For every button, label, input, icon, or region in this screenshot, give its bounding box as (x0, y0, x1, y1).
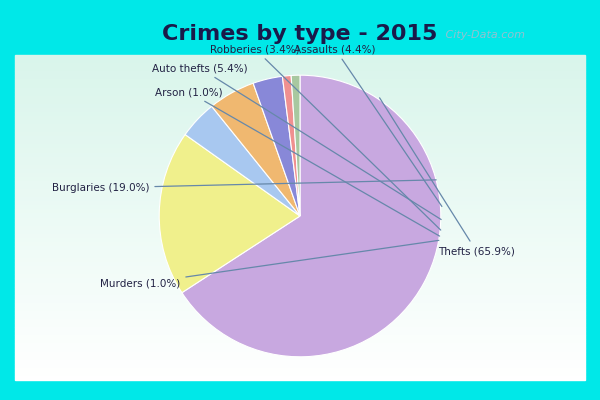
Bar (15, 348, 585, 352)
Wedge shape (291, 75, 300, 216)
Bar (15, 315, 585, 319)
Bar (15, 222, 585, 226)
Bar (15, 165, 585, 169)
Bar (15, 372, 585, 376)
Bar (15, 108, 585, 112)
Wedge shape (212, 83, 300, 216)
Bar (15, 148, 585, 152)
Bar (15, 218, 585, 222)
Bar (15, 67, 585, 71)
Bar (15, 270, 585, 274)
Bar (15, 311, 585, 315)
Bar (15, 112, 585, 116)
Bar (15, 152, 585, 156)
Bar (15, 376, 585, 380)
Bar (15, 144, 585, 148)
Bar (15, 303, 585, 307)
Bar (15, 360, 585, 364)
Bar (15, 169, 585, 173)
Bar (15, 282, 585, 286)
Text: Murders (1.0%): Murders (1.0%) (100, 240, 439, 288)
Bar (15, 258, 585, 262)
Bar (15, 201, 585, 205)
Bar (15, 323, 585, 327)
Bar (15, 356, 585, 360)
Bar (15, 335, 585, 339)
Text: Crimes by type - 2015: Crimes by type - 2015 (163, 24, 437, 44)
Bar (15, 226, 585, 230)
Bar (15, 84, 585, 88)
Bar (15, 254, 585, 258)
Bar (15, 88, 585, 92)
Bar (15, 124, 585, 128)
Bar (15, 75, 585, 79)
Bar (15, 368, 585, 372)
Bar (15, 250, 585, 254)
Bar (15, 140, 585, 144)
Text: Arson (1.0%): Arson (1.0%) (155, 87, 440, 236)
Bar (15, 100, 585, 104)
Bar (15, 344, 585, 348)
Bar (15, 96, 585, 100)
Bar (15, 234, 585, 238)
Bar (15, 266, 585, 270)
Bar (15, 262, 585, 266)
Wedge shape (283, 76, 300, 216)
Wedge shape (185, 106, 300, 216)
Bar (15, 205, 585, 209)
Bar (15, 185, 585, 189)
Bar (15, 128, 585, 132)
Text: Assaults (4.4%): Assaults (4.4%) (295, 44, 442, 206)
Bar (15, 193, 585, 197)
Bar (15, 278, 585, 282)
Bar (15, 291, 585, 295)
Bar (15, 214, 585, 218)
Bar (15, 238, 585, 242)
Bar (15, 156, 585, 161)
Bar (15, 177, 585, 181)
Wedge shape (182, 75, 441, 357)
Bar (15, 339, 585, 344)
Bar (15, 71, 585, 75)
Bar (15, 295, 585, 299)
Bar (15, 63, 585, 67)
Bar (15, 173, 585, 177)
Bar (15, 246, 585, 250)
Bar (15, 230, 585, 234)
Bar (15, 116, 585, 120)
Bar (15, 55, 585, 59)
Bar (15, 197, 585, 201)
Bar (15, 286, 585, 291)
Bar (15, 161, 585, 165)
Bar (15, 242, 585, 246)
Text: Robberies (3.4%): Robberies (3.4%) (211, 44, 441, 230)
Bar (15, 132, 585, 136)
Bar (15, 59, 585, 63)
Wedge shape (159, 134, 300, 293)
Bar (15, 104, 585, 108)
Bar (15, 327, 585, 331)
Bar (15, 364, 585, 368)
Bar (15, 181, 585, 185)
Text: City-Data.com: City-Data.com (442, 30, 525, 40)
Text: Auto thefts (5.4%): Auto thefts (5.4%) (152, 63, 441, 220)
Bar (15, 120, 585, 124)
Bar (15, 352, 585, 356)
Bar (15, 92, 585, 96)
Bar (15, 274, 585, 278)
Bar (15, 331, 585, 335)
Bar (15, 209, 585, 214)
Bar (15, 189, 585, 193)
Bar (15, 299, 585, 303)
Bar (15, 79, 585, 84)
Text: Thefts (65.9%): Thefts (65.9%) (380, 98, 515, 256)
Bar (15, 307, 585, 311)
Text: Burglaries (19.0%): Burglaries (19.0%) (52, 180, 436, 193)
Bar (15, 319, 585, 323)
Bar (15, 136, 585, 140)
Wedge shape (253, 76, 300, 216)
